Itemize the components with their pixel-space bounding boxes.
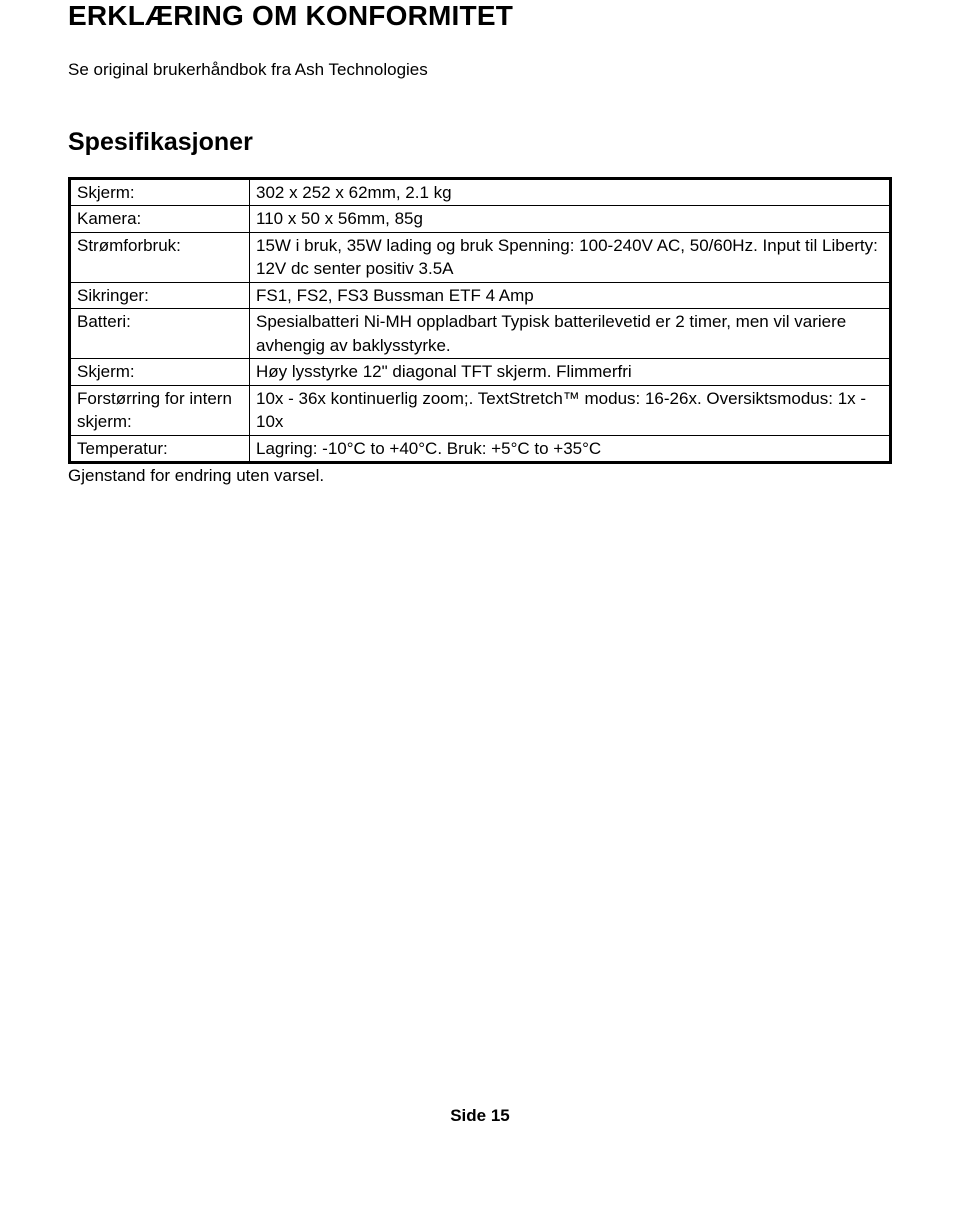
spec-value: 110 x 50 x 56mm, 85g — [250, 206, 891, 232]
page-footer: Side 15 — [68, 1106, 892, 1126]
page-title: ERKLÆRING OM KONFORMITET — [68, 0, 892, 32]
spec-value: 15W i bruk, 35W lading og bruk Spenning:… — [250, 232, 891, 282]
spec-label: Sikringer: — [70, 282, 250, 308]
spec-value: FS1, FS2, FS3 Bussman ETF 4 Amp — [250, 282, 891, 308]
spec-value: Spesialbatteri Ni-MH oppladbart Typisk b… — [250, 309, 891, 359]
spec-label: Forstørring for intern skjerm: — [70, 385, 250, 435]
spec-label: Strømforbruk: — [70, 232, 250, 282]
spec-value: 10x - 36x kontinuerlig zoom;. TextStretc… — [250, 385, 891, 435]
table-row: Temperatur: Lagring: -10°C to +40°C. Bru… — [70, 435, 891, 462]
spec-heading: Spesifikasjoner — [68, 128, 892, 157]
intro-text: Se original brukerhåndbok fra Ash Techno… — [68, 60, 892, 80]
footnote: Gjenstand for endring uten varsel. — [68, 466, 892, 486]
table-row: Skjerm: Høy lysstyrke 12" diagonal TFT s… — [70, 359, 891, 385]
spec-label: Temperatur: — [70, 435, 250, 462]
table-row: Sikringer: FS1, FS2, FS3 Bussman ETF 4 A… — [70, 282, 891, 308]
spec-value: Lagring: -10°C to +40°C. Bruk: +5°C to +… — [250, 435, 891, 462]
document-page: ERKLÆRING OM KONFORMITET Se original bru… — [0, 0, 960, 1166]
table-row: Forstørring for intern skjerm: 10x - 36x… — [70, 385, 891, 435]
spec-value: 302 x 252 x 62mm, 2.1 kg — [250, 179, 891, 206]
spec-label: Skjerm: — [70, 179, 250, 206]
spec-label: Kamera: — [70, 206, 250, 232]
table-row: Skjerm: 302 x 252 x 62mm, 2.1 kg — [70, 179, 891, 206]
table-row: Batteri: Spesialbatteri Ni-MH oppladbart… — [70, 309, 891, 359]
spec-label: Skjerm: — [70, 359, 250, 385]
table-row: Kamera: 110 x 50 x 56mm, 85g — [70, 206, 891, 232]
spec-table: Skjerm: 302 x 252 x 62mm, 2.1 kg Kamera:… — [68, 177, 892, 464]
table-row: Strømforbruk: 15W i bruk, 35W lading og … — [70, 232, 891, 282]
spec-value: Høy lysstyrke 12" diagonal TFT skjerm. F… — [250, 359, 891, 385]
spec-label: Batteri: — [70, 309, 250, 359]
